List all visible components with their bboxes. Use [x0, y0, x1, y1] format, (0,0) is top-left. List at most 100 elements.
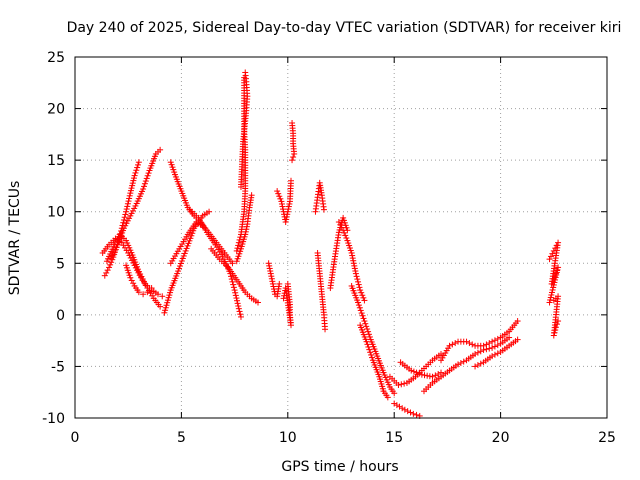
data-point: [266, 265, 273, 272]
data-point: [358, 310, 365, 317]
data-point: [234, 245, 241, 252]
data-point: [167, 289, 174, 296]
data-point: [228, 276, 235, 283]
data-point: [124, 200, 131, 207]
data-point: [401, 380, 408, 387]
data-point: [446, 342, 453, 349]
data-point: [265, 260, 272, 267]
data-point: [361, 297, 368, 304]
data-point: [232, 292, 239, 299]
data-point: [113, 244, 120, 251]
data-point: [483, 341, 490, 348]
data-point: [269, 280, 276, 287]
data-point: [352, 270, 359, 277]
data-point: [460, 358, 467, 365]
data-point: [162, 304, 169, 311]
data-point: [365, 331, 372, 338]
data-point: [335, 219, 342, 226]
data-point: [275, 190, 282, 197]
data-point: [268, 273, 275, 280]
data-point: [110, 249, 117, 256]
y-tick-label: 15: [47, 153, 65, 169]
data-point: [320, 206, 327, 213]
data-point: [552, 326, 559, 333]
data-point: [489, 344, 496, 351]
data-point: [235, 242, 242, 249]
data-point: [399, 405, 406, 412]
data-point: [143, 175, 150, 182]
data-point: [355, 278, 362, 285]
data-point: [187, 235, 194, 242]
data-point: [514, 336, 521, 343]
data-point: [230, 281, 237, 288]
data-point: [133, 167, 140, 174]
data-point: [145, 170, 152, 177]
data-point: [165, 294, 172, 301]
data-point: [340, 227, 347, 234]
data-point: [391, 400, 398, 407]
data-point: [435, 370, 442, 377]
data-point: [352, 268, 359, 275]
data-point: [407, 409, 414, 416]
data-point: [466, 340, 473, 347]
data-point: [552, 324, 559, 331]
data-point: [469, 341, 476, 348]
data-point: [547, 253, 554, 260]
data-point: [107, 261, 114, 268]
data-point: [404, 408, 411, 415]
data-point: [348, 249, 355, 256]
data-point: [474, 362, 481, 369]
data-point: [267, 270, 274, 277]
data-point: [398, 381, 405, 388]
data-point: [366, 333, 373, 340]
data-point: [177, 260, 184, 267]
data-point: [360, 294, 367, 301]
data-point: [124, 203, 131, 210]
data-point: [489, 338, 496, 345]
data-point: [101, 272, 108, 279]
data-point: [276, 280, 283, 287]
data-point: [126, 195, 133, 202]
data-point: [364, 341, 371, 348]
data-points: [99, 69, 562, 419]
data-point: [236, 236, 243, 243]
data-point: [237, 234, 244, 241]
x-tick-label: 20: [492, 430, 510, 446]
data-point: [491, 351, 498, 358]
data-point: [232, 289, 239, 296]
data-point: [368, 351, 375, 358]
data-point: [486, 345, 493, 352]
data-point: [185, 240, 192, 247]
data-point: [463, 338, 470, 345]
y-tick-label: 10: [47, 205, 65, 221]
data-point: [180, 252, 187, 259]
data-point: [549, 286, 556, 293]
data-point: [280, 206, 287, 213]
y-tick-label: 5: [56, 256, 65, 272]
data-point: [350, 257, 357, 264]
data-point: [126, 192, 133, 199]
data-point: [127, 190, 134, 197]
data-point: [342, 232, 349, 239]
data-point: [547, 294, 554, 301]
data-point: [142, 178, 149, 185]
data-point: [452, 340, 459, 347]
data-point: [279, 203, 286, 210]
data-point: [157, 146, 164, 153]
data-point: [106, 264, 113, 271]
data-point: [231, 287, 238, 294]
data-point: [233, 247, 240, 254]
x-tick-label: 0: [71, 430, 80, 446]
y-tick-label: 20: [47, 102, 65, 118]
data-point: [341, 229, 348, 236]
data-point: [284, 211, 291, 218]
data-point: [396, 403, 403, 410]
data-point: [159, 293, 166, 300]
data-point: [255, 299, 262, 306]
data-point: [186, 237, 193, 244]
data-point: [278, 200, 285, 207]
data-point: [229, 260, 236, 267]
data-point: [551, 329, 558, 336]
data-point: [283, 213, 290, 220]
data-point: [337, 221, 344, 228]
